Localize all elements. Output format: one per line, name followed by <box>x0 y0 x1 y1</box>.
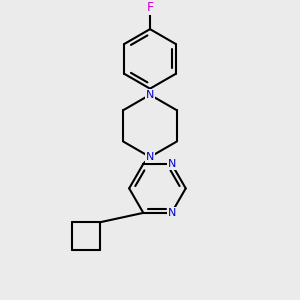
Text: F: F <box>146 1 154 14</box>
Text: N: N <box>167 159 176 169</box>
Text: N: N <box>167 208 176 218</box>
Text: N: N <box>146 152 154 162</box>
Text: N: N <box>146 90 154 100</box>
